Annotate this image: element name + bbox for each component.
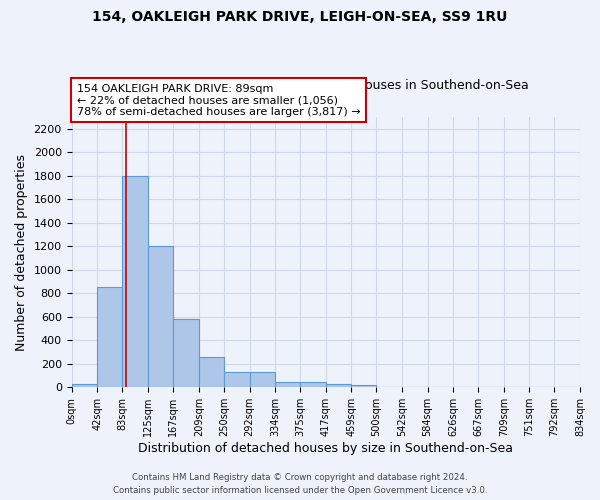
Title: Size of property relative to detached houses in Southend-on-Sea: Size of property relative to detached ho… <box>123 79 529 92</box>
Bar <box>275 382 300 388</box>
Bar <box>224 372 250 388</box>
Text: Contains HM Land Registry data © Crown copyright and database right 2024.
Contai: Contains HM Land Registry data © Crown c… <box>113 474 487 495</box>
Bar <box>97 288 122 388</box>
Text: 154, OAKLEIGH PARK DRIVE, LEIGH-ON-SEA, SS9 1RU: 154, OAKLEIGH PARK DRIVE, LEIGH-ON-SEA, … <box>92 10 508 24</box>
Bar <box>71 384 97 388</box>
Bar <box>173 319 199 388</box>
Bar <box>300 382 326 388</box>
Bar <box>199 357 224 388</box>
Bar <box>148 246 173 388</box>
Bar <box>326 384 352 388</box>
Bar <box>352 385 376 388</box>
X-axis label: Distribution of detached houses by size in Southend-on-Sea: Distribution of detached houses by size … <box>138 442 513 455</box>
Bar <box>250 372 275 388</box>
Bar <box>122 176 148 388</box>
Y-axis label: Number of detached properties: Number of detached properties <box>15 154 28 350</box>
Text: 154 OAKLEIGH PARK DRIVE: 89sqm
← 22% of detached houses are smaller (1,056)
78% : 154 OAKLEIGH PARK DRIVE: 89sqm ← 22% of … <box>77 84 360 117</box>
